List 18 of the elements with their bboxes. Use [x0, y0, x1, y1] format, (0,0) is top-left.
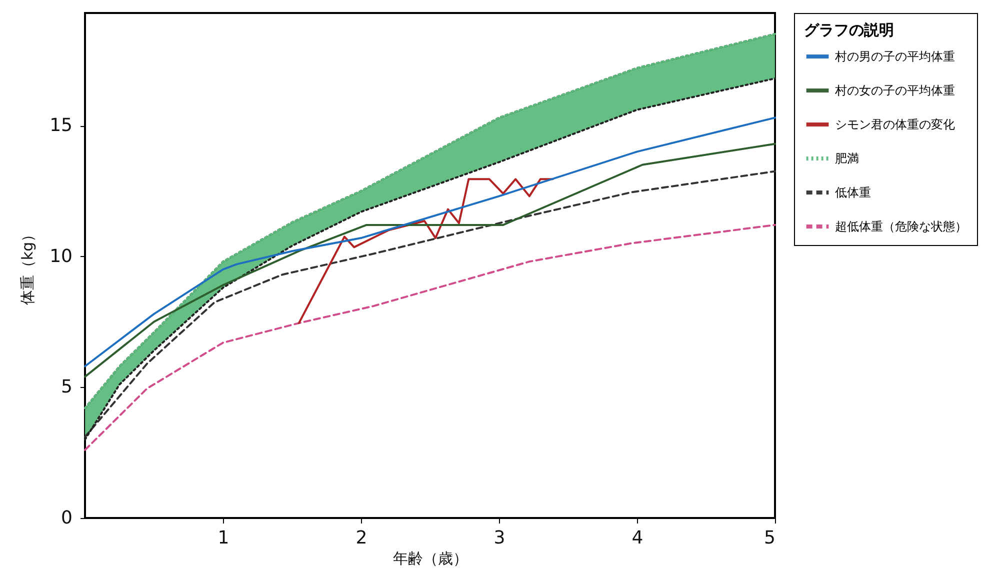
y-tick-label: 10: [50, 246, 72, 267]
legend-label: 低体重: [835, 186, 871, 200]
y-tick-label: 5: [61, 376, 72, 398]
x-tick-label: 1: [218, 528, 230, 548]
legend-label: 肥満: [835, 152, 859, 166]
legend-label: 村の男の子の平均体重: [834, 50, 955, 64]
legend-label: 村の女の子の平均体重: [834, 84, 955, 98]
legend-title: グラフの説明: [804, 21, 894, 39]
x-axis-title: 年齢（歳）: [393, 550, 468, 568]
legend-label: 超低体重（危険な状態）: [835, 220, 967, 234]
x-tick-label: 5: [764, 528, 776, 548]
y-axis-title: 体重（kg）: [18, 226, 37, 306]
y-tick-label: 0: [61, 508, 72, 528]
x-tick-label: 2: [356, 528, 368, 548]
legend-label: シモン君の体重の変化: [835, 118, 955, 132]
x-tick-label: 4: [632, 528, 644, 548]
x-tick-label: 3: [494, 528, 506, 548]
y-tick-label: 15: [50, 115, 72, 136]
